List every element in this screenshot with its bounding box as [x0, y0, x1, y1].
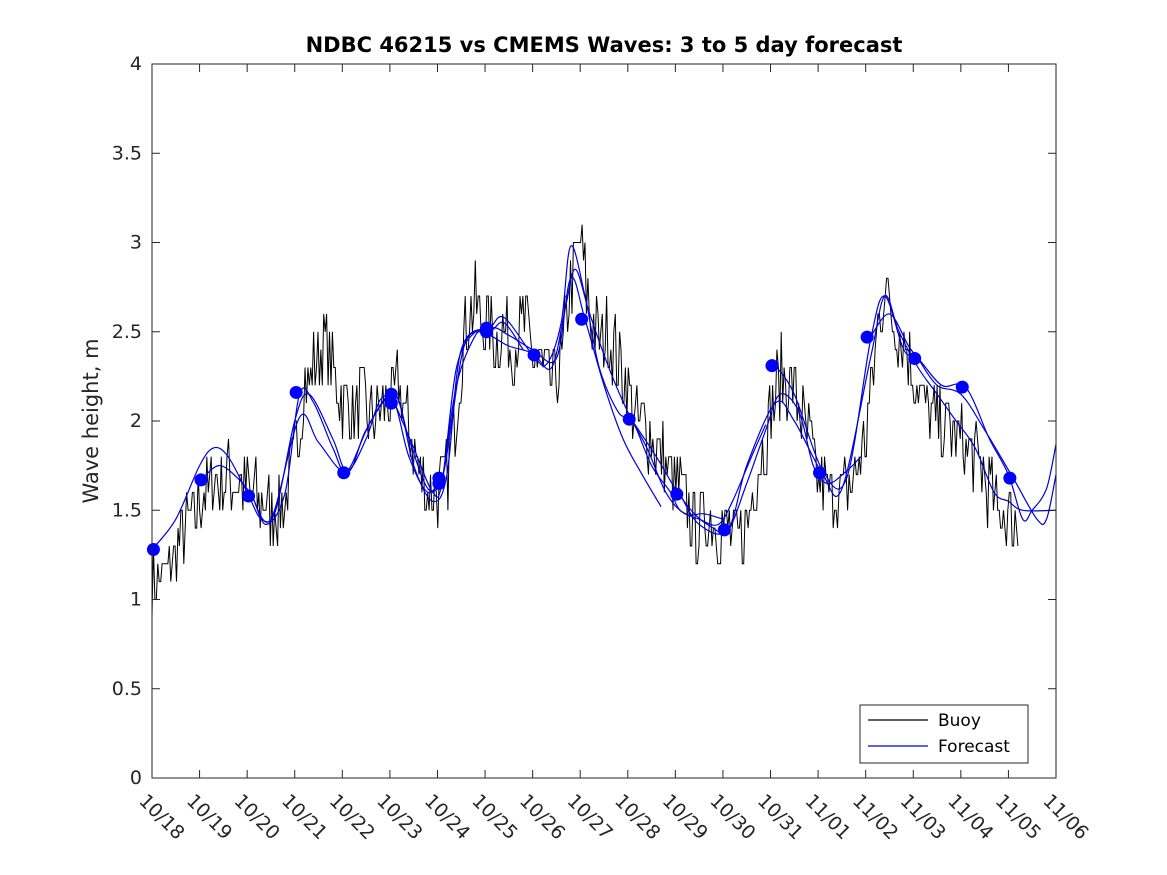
y-tick-label: 2 [130, 410, 142, 432]
legend-buoy-label: Buoy [938, 711, 981, 731]
legend: Buoy Forecast [859, 704, 1029, 764]
y-tick-label: 3 [130, 232, 142, 254]
forecast-line-9 [869, 313, 1056, 526]
chart-title: NDBC 46215 vs CMEMS Waves: 3 to 5 day fo… [306, 33, 903, 57]
y-axis-title: Wave height, m [79, 338, 103, 503]
forecast-marker [1003, 471, 1017, 485]
y-tick-label: 4 [130, 53, 142, 75]
y-tick-label: 0 [130, 767, 142, 789]
forecast-marker [765, 359, 779, 373]
legend-forecast-label: Forecast [938, 737, 1010, 757]
forecast-marker [527, 348, 541, 362]
forecast-marker [479, 325, 493, 339]
forecast-marker [432, 476, 446, 490]
forecast-marker [813, 466, 827, 480]
forecast-line-3 [251, 276, 662, 523]
forecast-marker [955, 380, 969, 394]
forecast-marker [242, 489, 256, 503]
forecast-marker [860, 330, 874, 344]
forecast-marker [670, 487, 684, 501]
forecast-line-7 [679, 295, 1056, 535]
forecast-marker [194, 473, 208, 487]
y-tick-label: 3.5 [112, 142, 142, 164]
forecast-marker [384, 387, 398, 401]
forecast-marker [622, 412, 636, 426]
forecast-marker [146, 543, 160, 557]
buoy-line [152, 224, 1019, 618]
y-tick-label: 0.5 [112, 678, 142, 700]
forecast-marker [337, 466, 351, 480]
forecast-marker [289, 385, 303, 399]
forecast-marker [717, 523, 731, 537]
forecast-marker [575, 312, 589, 326]
forecast-marker [384, 396, 398, 410]
y-tick-label: 2.5 [112, 321, 142, 343]
y-tick-label: 1 [130, 589, 142, 611]
legend-box [859, 704, 1029, 764]
forecast-marker [908, 352, 922, 366]
y-tick-label: 1.5 [112, 499, 142, 521]
